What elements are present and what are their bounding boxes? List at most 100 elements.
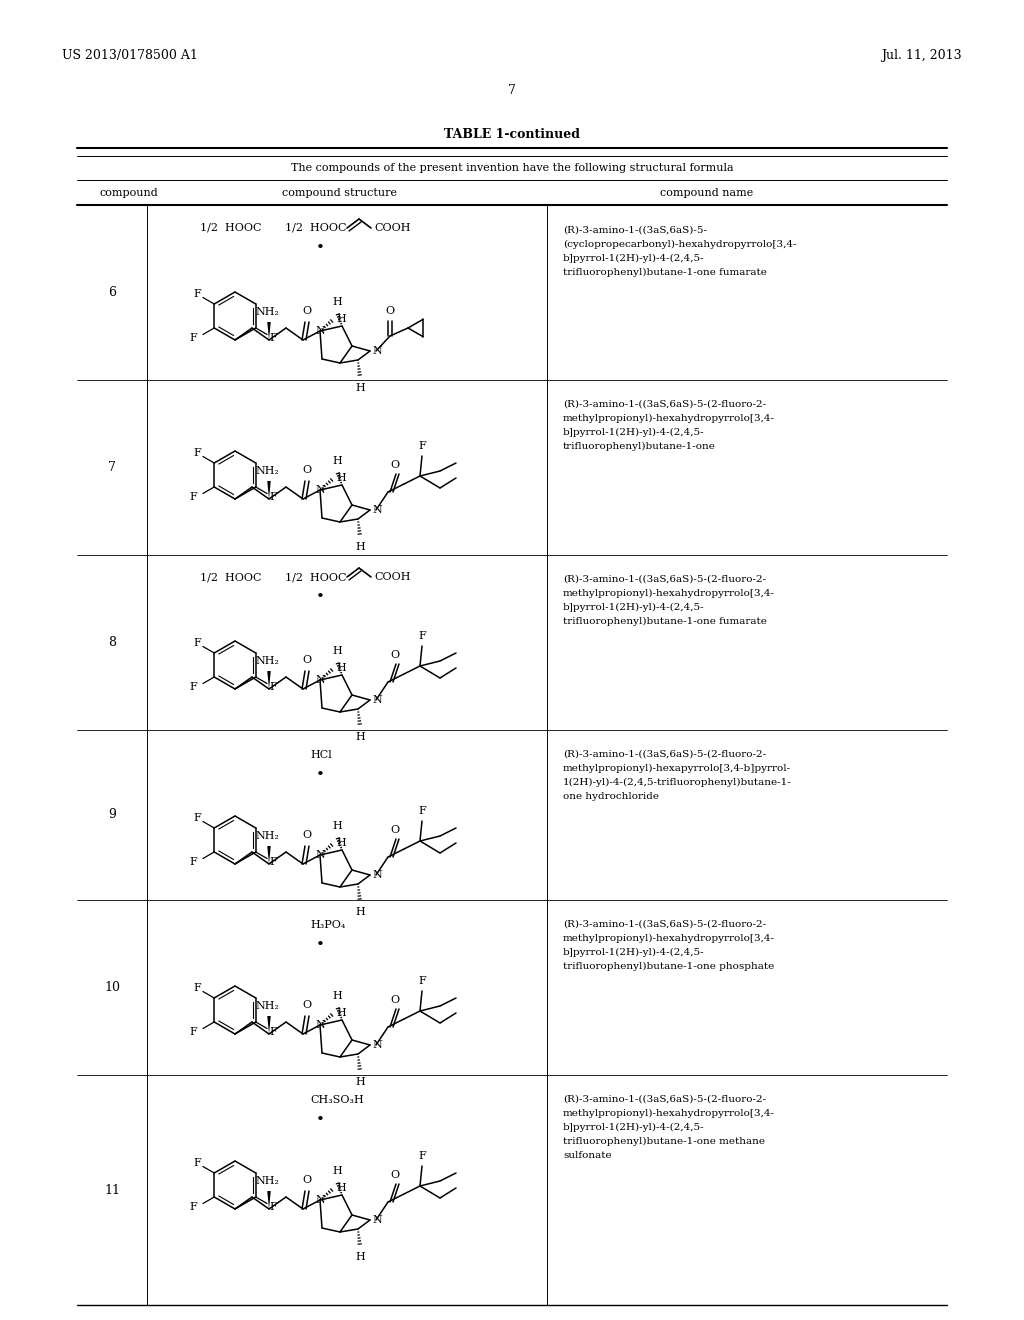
Text: (R)-3-amino-1-((3aS,6aS)-5-(2-fluoro-2-: (R)-3-amino-1-((3aS,6aS)-5-(2-fluoro-2- xyxy=(563,576,766,583)
Text: H: H xyxy=(355,1251,365,1262)
Text: •: • xyxy=(315,768,325,781)
Text: •: • xyxy=(315,939,325,952)
Text: TABLE 1-continued: TABLE 1-continued xyxy=(444,128,580,141)
Text: H: H xyxy=(355,1077,365,1086)
Text: F: F xyxy=(193,289,201,300)
Text: CH₃SO₃H: CH₃SO₃H xyxy=(310,1096,364,1105)
Text: HCl: HCl xyxy=(310,750,332,760)
Text: F: F xyxy=(189,857,197,867)
Text: trifluorophenyl)butane-1-one fumarate: trifluorophenyl)butane-1-one fumarate xyxy=(563,616,767,626)
Text: F: F xyxy=(189,682,197,692)
Text: F: F xyxy=(189,1027,197,1038)
Text: F: F xyxy=(193,638,201,648)
Text: methylpropionyl)-hexahydropyrrolo[3,4-: methylpropionyl)-hexahydropyrrolo[3,4- xyxy=(563,1109,775,1118)
Polygon shape xyxy=(267,1016,270,1034)
Text: Jul. 11, 2013: Jul. 11, 2013 xyxy=(882,49,962,62)
Text: one hydrochloride: one hydrochloride xyxy=(563,792,659,801)
Text: F: F xyxy=(193,447,201,458)
Text: 1/2  HOOC: 1/2 HOOC xyxy=(201,223,262,234)
Text: NH₂: NH₂ xyxy=(255,832,279,841)
Text: 1/2  HOOC: 1/2 HOOC xyxy=(285,223,346,234)
Text: trifluorophenyl)butane-1-one phosphate: trifluorophenyl)butane-1-one phosphate xyxy=(563,962,774,972)
Text: O: O xyxy=(390,459,399,470)
Polygon shape xyxy=(267,671,270,689)
Text: (cyclopropecarbonyl)-hexahydropyrrolo[3,4-: (cyclopropecarbonyl)-hexahydropyrrolo[3,… xyxy=(563,240,797,249)
Text: F: F xyxy=(418,441,426,451)
Text: H: H xyxy=(336,314,346,323)
Text: N: N xyxy=(315,675,325,685)
Text: methylpropionyl)-hexahydropyrrolo[3,4-: methylpropionyl)-hexahydropyrrolo[3,4- xyxy=(563,935,775,942)
Text: F: F xyxy=(193,983,201,993)
Text: compound structure: compound structure xyxy=(283,187,397,198)
Text: H: H xyxy=(355,907,365,917)
Text: trifluorophenyl)butane-1-one fumarate: trifluorophenyl)butane-1-one fumarate xyxy=(563,268,767,277)
Text: b]pyrrol-1(2H)-yl)-4-(2,4,5-: b]pyrrol-1(2H)-yl)-4-(2,4,5- xyxy=(563,603,705,612)
Text: F: F xyxy=(189,1203,197,1212)
Text: O: O xyxy=(390,825,399,836)
Text: H: H xyxy=(336,838,346,847)
Text: O: O xyxy=(390,995,399,1005)
Text: NH₂: NH₂ xyxy=(255,1001,279,1011)
Text: COOH: COOH xyxy=(374,572,411,582)
Text: •: • xyxy=(315,242,325,255)
Text: N: N xyxy=(372,506,382,515)
Text: O: O xyxy=(302,830,311,840)
Text: 1/2  HOOC: 1/2 HOOC xyxy=(285,572,346,582)
Text: F: F xyxy=(269,492,276,502)
Text: F: F xyxy=(193,1158,201,1168)
Text: O: O xyxy=(302,306,311,315)
Text: trifluorophenyl)butane-1-one: trifluorophenyl)butane-1-one xyxy=(563,442,716,451)
Text: H: H xyxy=(332,1166,342,1176)
Polygon shape xyxy=(267,480,270,499)
Text: O: O xyxy=(302,465,311,475)
Text: H₃PO₄: H₃PO₄ xyxy=(310,920,345,931)
Text: 6: 6 xyxy=(108,286,116,300)
Text: (R)-3-amino-1-((3aS,6aS)-5-: (R)-3-amino-1-((3aS,6aS)-5- xyxy=(563,226,707,235)
Text: (R)-3-amino-1-((3aS,6aS)-5-(2-fluoro-2-: (R)-3-amino-1-((3aS,6aS)-5-(2-fluoro-2- xyxy=(563,400,766,409)
Text: O: O xyxy=(302,1175,311,1185)
Text: F: F xyxy=(269,333,276,343)
Text: H: H xyxy=(355,543,365,552)
Text: H: H xyxy=(355,733,365,742)
Text: 1/2  HOOC: 1/2 HOOC xyxy=(201,572,262,582)
Text: 7: 7 xyxy=(109,461,116,474)
Text: H: H xyxy=(336,1183,346,1193)
Text: 10: 10 xyxy=(104,981,120,994)
Text: N: N xyxy=(372,1040,382,1049)
Text: O: O xyxy=(302,1001,311,1010)
Text: (R)-3-amino-1-((3aS,6aS)-5-(2-fluoro-2-: (R)-3-amino-1-((3aS,6aS)-5-(2-fluoro-2- xyxy=(563,1096,766,1104)
Text: sulfonate: sulfonate xyxy=(563,1151,611,1160)
Text: H: H xyxy=(336,473,346,483)
Text: 11: 11 xyxy=(104,1184,120,1196)
Text: H: H xyxy=(355,383,365,393)
Text: F: F xyxy=(193,813,201,822)
Text: b]pyrrol-1(2H)-yl)-4-(2,4,5-: b]pyrrol-1(2H)-yl)-4-(2,4,5- xyxy=(563,1123,705,1133)
Text: 8: 8 xyxy=(108,636,116,649)
Text: O: O xyxy=(390,649,399,660)
Text: NH₂: NH₂ xyxy=(255,1176,279,1185)
Text: b]pyrrol-1(2H)-yl)-4-(2,4,5-: b]pyrrol-1(2H)-yl)-4-(2,4,5- xyxy=(563,428,705,437)
Text: F: F xyxy=(189,333,197,343)
Text: O: O xyxy=(390,1170,399,1180)
Text: H: H xyxy=(336,1008,346,1018)
Text: methylpropionyl)-hexapyrrolo[3,4-b]pyrrol-: methylpropionyl)-hexapyrrolo[3,4-b]pyrro… xyxy=(563,764,792,774)
Text: F: F xyxy=(269,1203,276,1212)
Text: NH₂: NH₂ xyxy=(255,308,279,317)
Text: The compounds of the present invention have the following structural formula: The compounds of the present invention h… xyxy=(291,162,733,173)
Text: trifluorophenyl)butane-1-one methane: trifluorophenyl)butane-1-one methane xyxy=(563,1137,765,1146)
Text: N: N xyxy=(315,484,325,495)
Text: H: H xyxy=(332,297,342,308)
Text: F: F xyxy=(418,1151,426,1162)
Text: compound name: compound name xyxy=(660,187,754,198)
Text: F: F xyxy=(269,857,276,867)
Text: H: H xyxy=(336,663,346,673)
Text: (R)-3-amino-1-((3aS,6aS)-5-(2-fluoro-2-: (R)-3-amino-1-((3aS,6aS)-5-(2-fluoro-2- xyxy=(563,920,766,929)
Polygon shape xyxy=(267,322,270,341)
Text: N: N xyxy=(315,1020,325,1030)
Text: methylpropionyl)-hexahydropyrrolo[3,4-: methylpropionyl)-hexahydropyrrolo[3,4- xyxy=(563,589,775,598)
Polygon shape xyxy=(267,1191,270,1209)
Text: O: O xyxy=(302,655,311,665)
Text: H: H xyxy=(332,991,342,1001)
Text: NH₂: NH₂ xyxy=(255,656,279,667)
Text: F: F xyxy=(418,807,426,816)
